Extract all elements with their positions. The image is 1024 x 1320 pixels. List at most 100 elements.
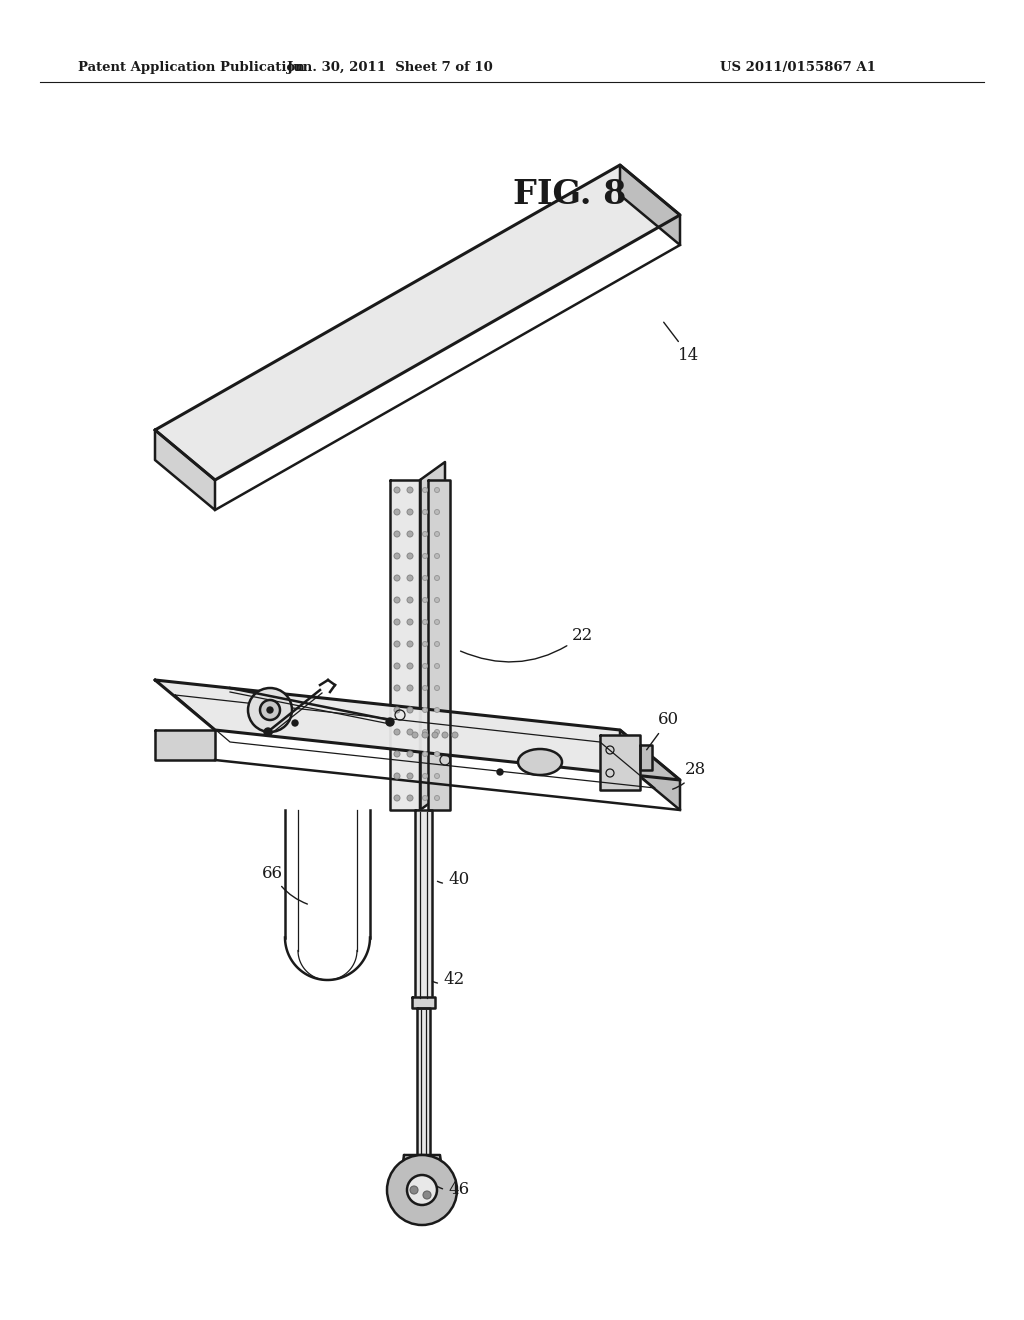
Circle shape [423,576,427,581]
Text: 28: 28 [673,762,707,789]
Circle shape [407,774,413,779]
Circle shape [386,718,394,726]
Circle shape [264,729,272,737]
Circle shape [267,708,273,713]
Circle shape [407,510,413,515]
Polygon shape [600,735,640,789]
Circle shape [442,733,449,738]
Circle shape [434,708,439,713]
Polygon shape [155,730,215,760]
Circle shape [423,685,427,690]
Circle shape [423,487,427,492]
Circle shape [434,619,439,624]
Circle shape [434,642,439,647]
Circle shape [423,532,427,536]
Polygon shape [155,680,680,780]
Circle shape [423,1191,431,1199]
Text: Jun. 30, 2011  Sheet 7 of 10: Jun. 30, 2011 Sheet 7 of 10 [287,62,493,74]
Circle shape [434,685,439,690]
Polygon shape [412,997,435,1008]
Polygon shape [640,744,652,770]
Circle shape [434,730,439,734]
Circle shape [394,597,400,603]
Circle shape [407,751,413,756]
Circle shape [394,729,400,735]
Circle shape [407,1175,437,1205]
Polygon shape [428,480,450,810]
Text: 42: 42 [432,972,464,989]
Circle shape [434,796,439,800]
Circle shape [407,619,413,624]
Circle shape [394,619,400,624]
Circle shape [394,487,400,492]
Text: 14: 14 [664,322,699,363]
Circle shape [423,664,427,668]
Circle shape [292,719,298,726]
Circle shape [434,664,439,668]
Text: 22: 22 [461,627,593,661]
Circle shape [407,708,413,713]
Circle shape [423,510,427,515]
Circle shape [434,774,439,779]
Circle shape [394,553,400,558]
Polygon shape [620,730,680,810]
Ellipse shape [518,748,562,775]
Circle shape [407,795,413,801]
Circle shape [394,751,400,756]
Circle shape [423,774,427,779]
Circle shape [434,598,439,602]
Circle shape [407,576,413,581]
Circle shape [423,642,427,647]
Circle shape [410,1185,418,1195]
Circle shape [452,733,458,738]
Text: US 2011/0155867 A1: US 2011/0155867 A1 [720,62,876,74]
Text: 46: 46 [437,1181,469,1199]
Circle shape [394,576,400,581]
Circle shape [434,487,439,492]
Polygon shape [415,810,432,1001]
Circle shape [423,598,427,602]
Circle shape [434,751,439,756]
Circle shape [432,733,438,738]
Circle shape [497,770,503,775]
Polygon shape [620,165,680,246]
Circle shape [434,510,439,515]
Text: Patent Application Publication: Patent Application Publication [78,62,305,74]
Circle shape [423,553,427,558]
Circle shape [394,663,400,669]
Circle shape [394,685,400,690]
Circle shape [407,553,413,558]
Circle shape [407,487,413,492]
Polygon shape [417,1008,430,1175]
Circle shape [407,663,413,669]
Circle shape [434,532,439,536]
Circle shape [260,700,280,719]
Circle shape [407,642,413,647]
Text: 60: 60 [646,711,679,750]
Circle shape [407,729,413,735]
Circle shape [423,730,427,734]
Polygon shape [420,462,445,810]
Polygon shape [155,430,215,510]
Circle shape [422,733,428,738]
Circle shape [412,733,418,738]
Circle shape [394,795,400,801]
Circle shape [434,553,439,558]
Circle shape [387,1155,457,1225]
Text: 66: 66 [262,865,307,904]
Text: FIG. 8: FIG. 8 [513,178,627,211]
Circle shape [423,751,427,756]
Circle shape [394,774,400,779]
Text: 40: 40 [437,871,469,888]
Polygon shape [155,165,680,480]
Polygon shape [390,480,420,810]
Circle shape [407,531,413,537]
Circle shape [394,510,400,515]
Circle shape [423,796,427,800]
Circle shape [394,642,400,647]
Circle shape [423,619,427,624]
Circle shape [423,708,427,713]
Circle shape [394,708,400,713]
Circle shape [434,576,439,581]
Circle shape [407,685,413,690]
